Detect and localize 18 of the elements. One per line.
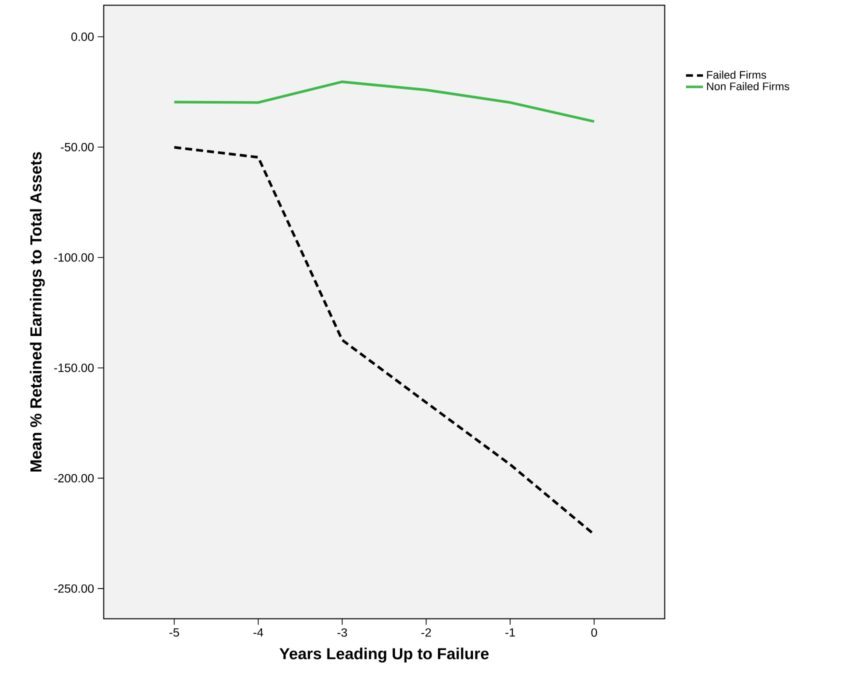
x-tick-label: -2 — [421, 628, 431, 637]
line-series — [172, 146, 596, 536]
x-axis-title: Years Leading Up to Failure — [280, 648, 489, 663]
y-tick-label: -50.00 — [60, 142, 94, 152]
x-tick-label: -4 — [253, 628, 264, 637]
legend-label: Non Failed Firms — [707, 82, 790, 90]
y-tick-label: -100.00 — [54, 253, 94, 262]
y-tick-label: 0.00 — [71, 32, 94, 41]
y-axis-title: Mean % Retained Earnings to Total Assets — [30, 152, 45, 472]
y-tick-label: -200.00 — [54, 474, 94, 482]
y-tick-label: -150.00 — [54, 364, 94, 372]
y-tick-label: -250.00 — [54, 584, 94, 593]
legend-label: Failed Firms — [707, 70, 766, 79]
x-tick-label: -5 — [169, 628, 180, 637]
x-tick-label: -1 — [505, 628, 515, 637]
x-tick-label: -3 — [337, 628, 348, 637]
line-series — [172, 80, 596, 123]
x-tick-label: 0 — [591, 628, 598, 637]
